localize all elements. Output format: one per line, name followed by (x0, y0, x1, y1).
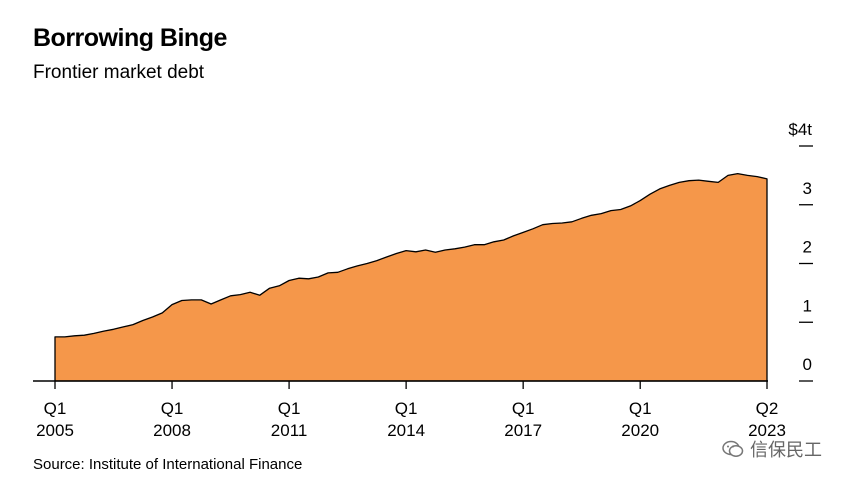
y-tick-label: 2 (803, 238, 812, 257)
x-tick-label-quarter: Q1 (629, 399, 652, 418)
x-tick-label-quarter: Q2 (756, 399, 779, 418)
wechat-icon (722, 440, 744, 457)
x-tick-label-quarter: Q1 (161, 399, 184, 418)
x-tick-label-quarter: Q1 (512, 399, 535, 418)
x-tick-label-quarter: Q1 (44, 399, 67, 418)
x-tick-label-year: 2023 (748, 421, 786, 440)
y-tick-label: $4t (788, 120, 812, 139)
x-tick-label-year: 2017 (504, 421, 542, 440)
x-tick-label-quarter: Q1 (395, 399, 418, 418)
y-tick-label: 3 (803, 179, 812, 198)
x-tick-label-year: 2014 (387, 421, 425, 440)
watermark-text: 信保民工 (750, 440, 822, 460)
chart-source: Source: Institute of International Finan… (33, 456, 303, 473)
x-tick-label-year: 2011 (271, 421, 308, 440)
watermark: 信保民工 (722, 436, 822, 462)
chart-subtitle: Frontier market debt (33, 62, 205, 83)
x-tick-label-quarter: Q1 (278, 399, 301, 418)
y-tick-label: 1 (803, 296, 812, 315)
y-tick-label: 0 (803, 355, 812, 374)
x-tick-label-year: 2005 (36, 421, 74, 440)
chart-title: Borrowing Binge (33, 24, 227, 52)
x-tick-label-year: 2020 (621, 421, 659, 440)
debt-area-series (54, 172, 768, 382)
x-tick-label-year: 2008 (153, 421, 191, 440)
